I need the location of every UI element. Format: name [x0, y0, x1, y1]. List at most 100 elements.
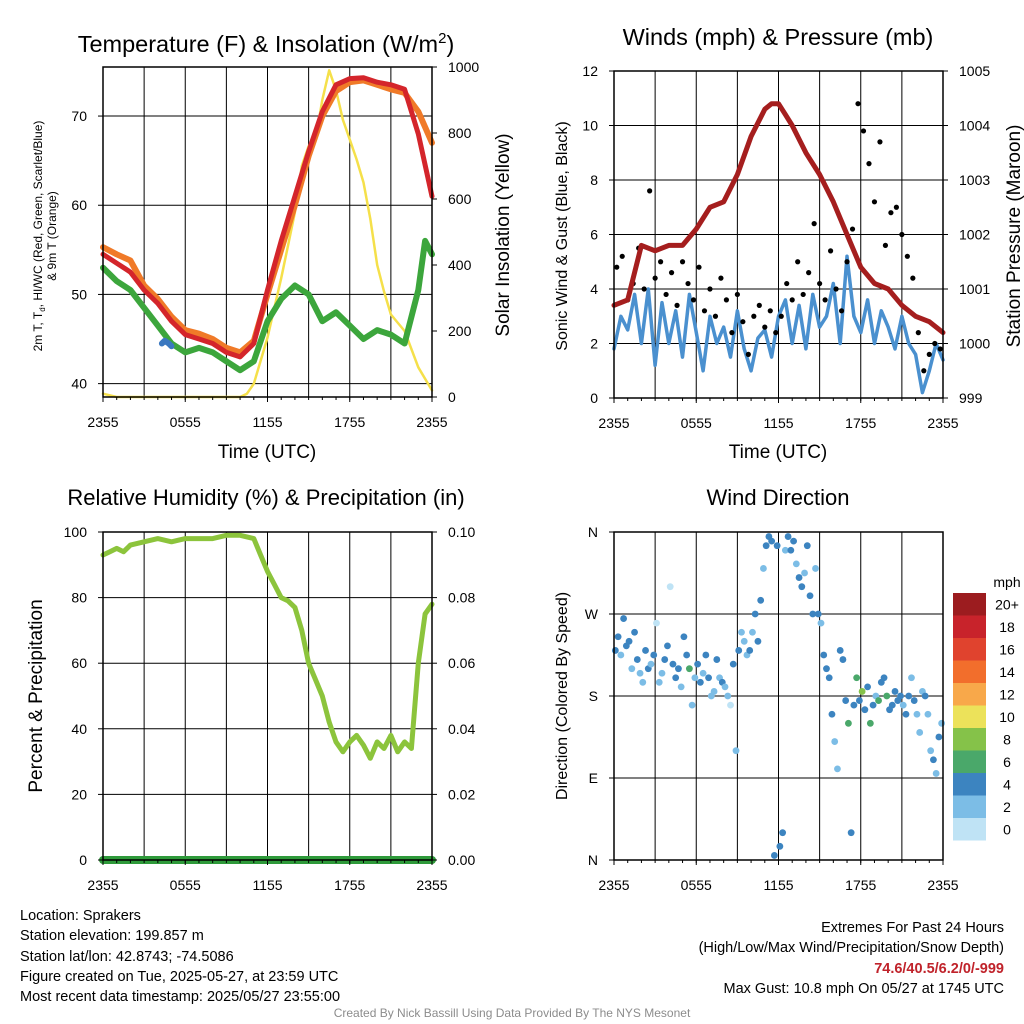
- credit-line: Created By Nick Bassill Using Data Provi…: [333, 1006, 691, 1020]
- winds-axes: 2355 0555 1155 1755 235502468101299910001001…: [582, 63, 990, 431]
- y-tick-label: S: [589, 688, 598, 704]
- x-tick-label: 2355: [87, 877, 118, 893]
- wind-direction-point: [633, 656, 641, 663]
- wind-direction-point: [910, 697, 918, 704]
- legend-swatch: [953, 615, 986, 638]
- legend-swatch: [953, 773, 986, 796]
- wind-direction-point: [631, 628, 638, 636]
- gust-point: [767, 308, 773, 314]
- gust-point: [674, 302, 680, 308]
- wind-direction-point: [825, 674, 833, 682]
- wind-direction-point: [653, 619, 660, 627]
- legend-swatch: [953, 638, 986, 661]
- y-right-tick-label: 0.02: [448, 786, 475, 802]
- extremes-values: 74.6/40.5/6.2/0/-999: [874, 960, 1004, 977]
- legend-label: 18: [999, 619, 1015, 635]
- wind-direction-point: [721, 683, 729, 691]
- y-right-tick-label: 1003: [959, 172, 990, 188]
- wind-direction-point: [625, 637, 633, 645]
- gust-point: [773, 330, 779, 336]
- gust-point: [701, 308, 708, 314]
- legend-swatch: [953, 728, 986, 751]
- wind-direction-point: [751, 610, 759, 618]
- wind-direction-point: [762, 542, 770, 550]
- y-right-tick-label: 800: [448, 125, 472, 141]
- wind-direction-point: [905, 692, 913, 700]
- y-right-tick-label: 600: [448, 191, 472, 207]
- wind-direction-point: [688, 701, 696, 709]
- insolation-ylabel-right: Solar Insolation (Yellow): [493, 133, 514, 336]
- wind-direction-point: [858, 688, 866, 695]
- legend-swatch: [953, 795, 986, 818]
- y-tick-label: N: [588, 524, 598, 540]
- gust-point: [806, 270, 812, 276]
- winds-ylabel-left: Sonic Wind & Gust (Blue, Black): [554, 121, 571, 350]
- y-tick-label: 80: [71, 590, 87, 606]
- gust-point: [904, 253, 910, 259]
- wind-direction-point: [683, 651, 691, 659]
- gust-point: [899, 231, 905, 238]
- wind-direction-point: [705, 674, 712, 682]
- gust-point: [838, 308, 845, 314]
- figure-created: Figure created on Tue, 2025-05-27, at 23…: [20, 968, 339, 985]
- wind-direction-point: [806, 592, 814, 600]
- wind-direction-point: [727, 701, 734, 709]
- station-info: Location: Sprakers Station elevation: 19…: [20, 906, 340, 1007]
- gust-point: [833, 286, 839, 292]
- gust-point: [789, 297, 795, 303]
- wind-direction-point: [617, 651, 625, 659]
- gust-point: [614, 264, 620, 270]
- wind-direction-point: [839, 656, 847, 663]
- wind-direction-point: [935, 733, 943, 741]
- y-tick-label: 6: [590, 227, 598, 243]
- pressure-line: [611, 101, 946, 336]
- y-tick-label: 8: [590, 172, 598, 188]
- wind-direction-point: [842, 697, 850, 704]
- extremes-subtitle: (High/Low/Max Wind/Precipitation/Snow De…: [698, 940, 1004, 957]
- wind-direction-point: [798, 583, 806, 591]
- winds-xlabel: Time (UTC): [729, 442, 828, 463]
- wind-direction-point: [924, 710, 932, 718]
- x-tick-label: 1155: [252, 877, 282, 893]
- gust-point: [866, 161, 872, 167]
- dewpoint-line: [100, 237, 435, 374]
- y-right-tick-label: 999: [959, 390, 983, 406]
- wind-direction-point: [702, 651, 710, 659]
- temperature-panel: Temperature (F) & Insolation (W/m2) 2355…: [31, 30, 514, 463]
- y-right-tick-label: 0.10: [448, 524, 475, 540]
- wind-direction-point: [932, 770, 940, 777]
- y-tick-label: 10: [582, 118, 598, 134]
- wind-direction-point: [801, 569, 808, 577]
- gust-point: [937, 346, 943, 352]
- wind-direction-point: [834, 765, 841, 773]
- gust-point: [827, 248, 834, 254]
- legend-swatch: [953, 660, 986, 683]
- speed-legend: mph 20+ 18 16 14 12 10 8 6 4 2 0: [953, 574, 1021, 841]
- wind-direction-point: [735, 647, 743, 654]
- wind-direction-point: [817, 619, 825, 627]
- y-right-tick-label: 0: [448, 389, 456, 405]
- y-tick-label: W: [585, 606, 599, 622]
- x-tick-label: 2355: [598, 415, 629, 431]
- wind-direction-point: [820, 651, 828, 659]
- temp-2m-line: [100, 75, 435, 360]
- wind-direction-point: [908, 674, 915, 682]
- legend-label: 14: [999, 664, 1015, 680]
- gust-point: [641, 286, 647, 292]
- wind-direction-point: [814, 610, 822, 618]
- gust-point: [723, 297, 730, 303]
- wind-direction-point: [776, 842, 784, 850]
- windchill-line: [158, 337, 175, 350]
- wind-direction-point: [768, 537, 776, 545]
- wind-direction-point: [650, 651, 658, 659]
- recent-timestamp: Most recent data timestamp: 2025/05/27 2…: [20, 989, 341, 1006]
- gust-point: [893, 204, 899, 210]
- x-tick-label: 1755: [334, 414, 365, 430]
- wind-direction-point: [746, 647, 754, 654]
- gust-point: [647, 188, 653, 194]
- temperature-grid: [103, 67, 432, 397]
- pressure-ylabel-right: Station Pressure (Maroon): [1004, 125, 1024, 348]
- legend-label: 16: [999, 641, 1015, 657]
- legend-label: 0: [1003, 821, 1011, 837]
